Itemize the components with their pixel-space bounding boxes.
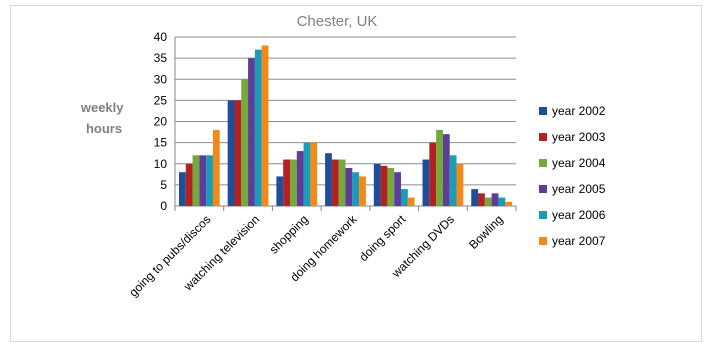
bar	[422, 159, 430, 206]
y-axis-label-line-2: hours	[86, 121, 122, 136]
category-label: Bowling	[466, 212, 506, 252]
legend-swatch	[539, 133, 547, 141]
y-tick-label: 0	[160, 199, 167, 213]
legend-label: year 2002	[552, 104, 606, 118]
bar	[449, 155, 457, 206]
bar	[185, 163, 193, 206]
bar	[254, 49, 262, 206]
legend-swatch	[539, 159, 547, 167]
legend-label: year 2007	[552, 234, 606, 248]
category-label: doing sport	[356, 212, 408, 264]
y-tick-label: 5	[160, 178, 167, 192]
bar	[310, 142, 318, 206]
bar	[484, 197, 492, 206]
legend-swatch	[539, 237, 547, 245]
bar	[498, 197, 506, 206]
bar	[401, 189, 408, 206]
legend-label: year 2004	[552, 156, 606, 170]
legend-label: year 2003	[552, 130, 606, 144]
category-label: shopping	[267, 212, 311, 256]
bar	[178, 172, 186, 206]
bar	[436, 129, 443, 206]
y-tick-label: 35	[154, 51, 168, 65]
bar	[248, 58, 255, 206]
bar	[429, 142, 437, 206]
bar	[359, 176, 366, 206]
bar	[380, 165, 388, 206]
legend: year 2002 year 2003 year 2004 year 2005 year…	[539, 104, 606, 248]
bar	[192, 155, 200, 206]
y-tick-label: 10	[154, 157, 168, 171]
bar	[199, 155, 207, 206]
legend-label: year 2006	[552, 208, 606, 222]
bar	[241, 79, 249, 206]
bar	[442, 134, 450, 206]
legend-swatch	[539, 185, 547, 193]
bar	[261, 45, 269, 207]
category-label: going to pubs/discos	[126, 212, 213, 299]
bar	[325, 153, 332, 206]
bar	[505, 201, 513, 206]
chart-title: Chester, UK	[297, 13, 378, 30]
legend-label: year 2005	[552, 182, 606, 196]
y-tick-label: 15	[154, 136, 168, 150]
bar	[303, 142, 311, 206]
bar	[276, 176, 284, 206]
bar	[234, 100, 242, 206]
bar	[352, 172, 360, 206]
y-tick-label: 40	[154, 30, 168, 44]
legend-swatch	[539, 107, 547, 115]
y-tick-labels: 0 5 10 15 20 25 30 35 40	[154, 30, 168, 213]
bar	[387, 167, 395, 206]
bar	[227, 100, 235, 206]
bar	[338, 159, 346, 206]
bar	[491, 193, 499, 206]
y-axis-label-line-1: weekly	[80, 100, 124, 115]
bar	[331, 159, 339, 206]
y-tick-label: 25	[154, 93, 168, 107]
bars	[178, 45, 513, 207]
bar	[394, 172, 402, 206]
bar	[212, 129, 220, 206]
bar	[283, 159, 290, 206]
y-tick-label: 30	[154, 72, 168, 86]
bar	[456, 163, 464, 206]
y-tick-label: 20	[154, 115, 168, 129]
bar	[373, 163, 381, 206]
bar	[407, 197, 415, 206]
bar	[206, 155, 213, 206]
bar	[471, 189, 479, 206]
y-axis-label: weekly hours	[80, 100, 127, 136]
bar	[478, 193, 485, 206]
legend-swatch	[539, 211, 547, 219]
bar	[289, 159, 297, 206]
bar	[296, 151, 304, 206]
bar	[345, 167, 353, 206]
